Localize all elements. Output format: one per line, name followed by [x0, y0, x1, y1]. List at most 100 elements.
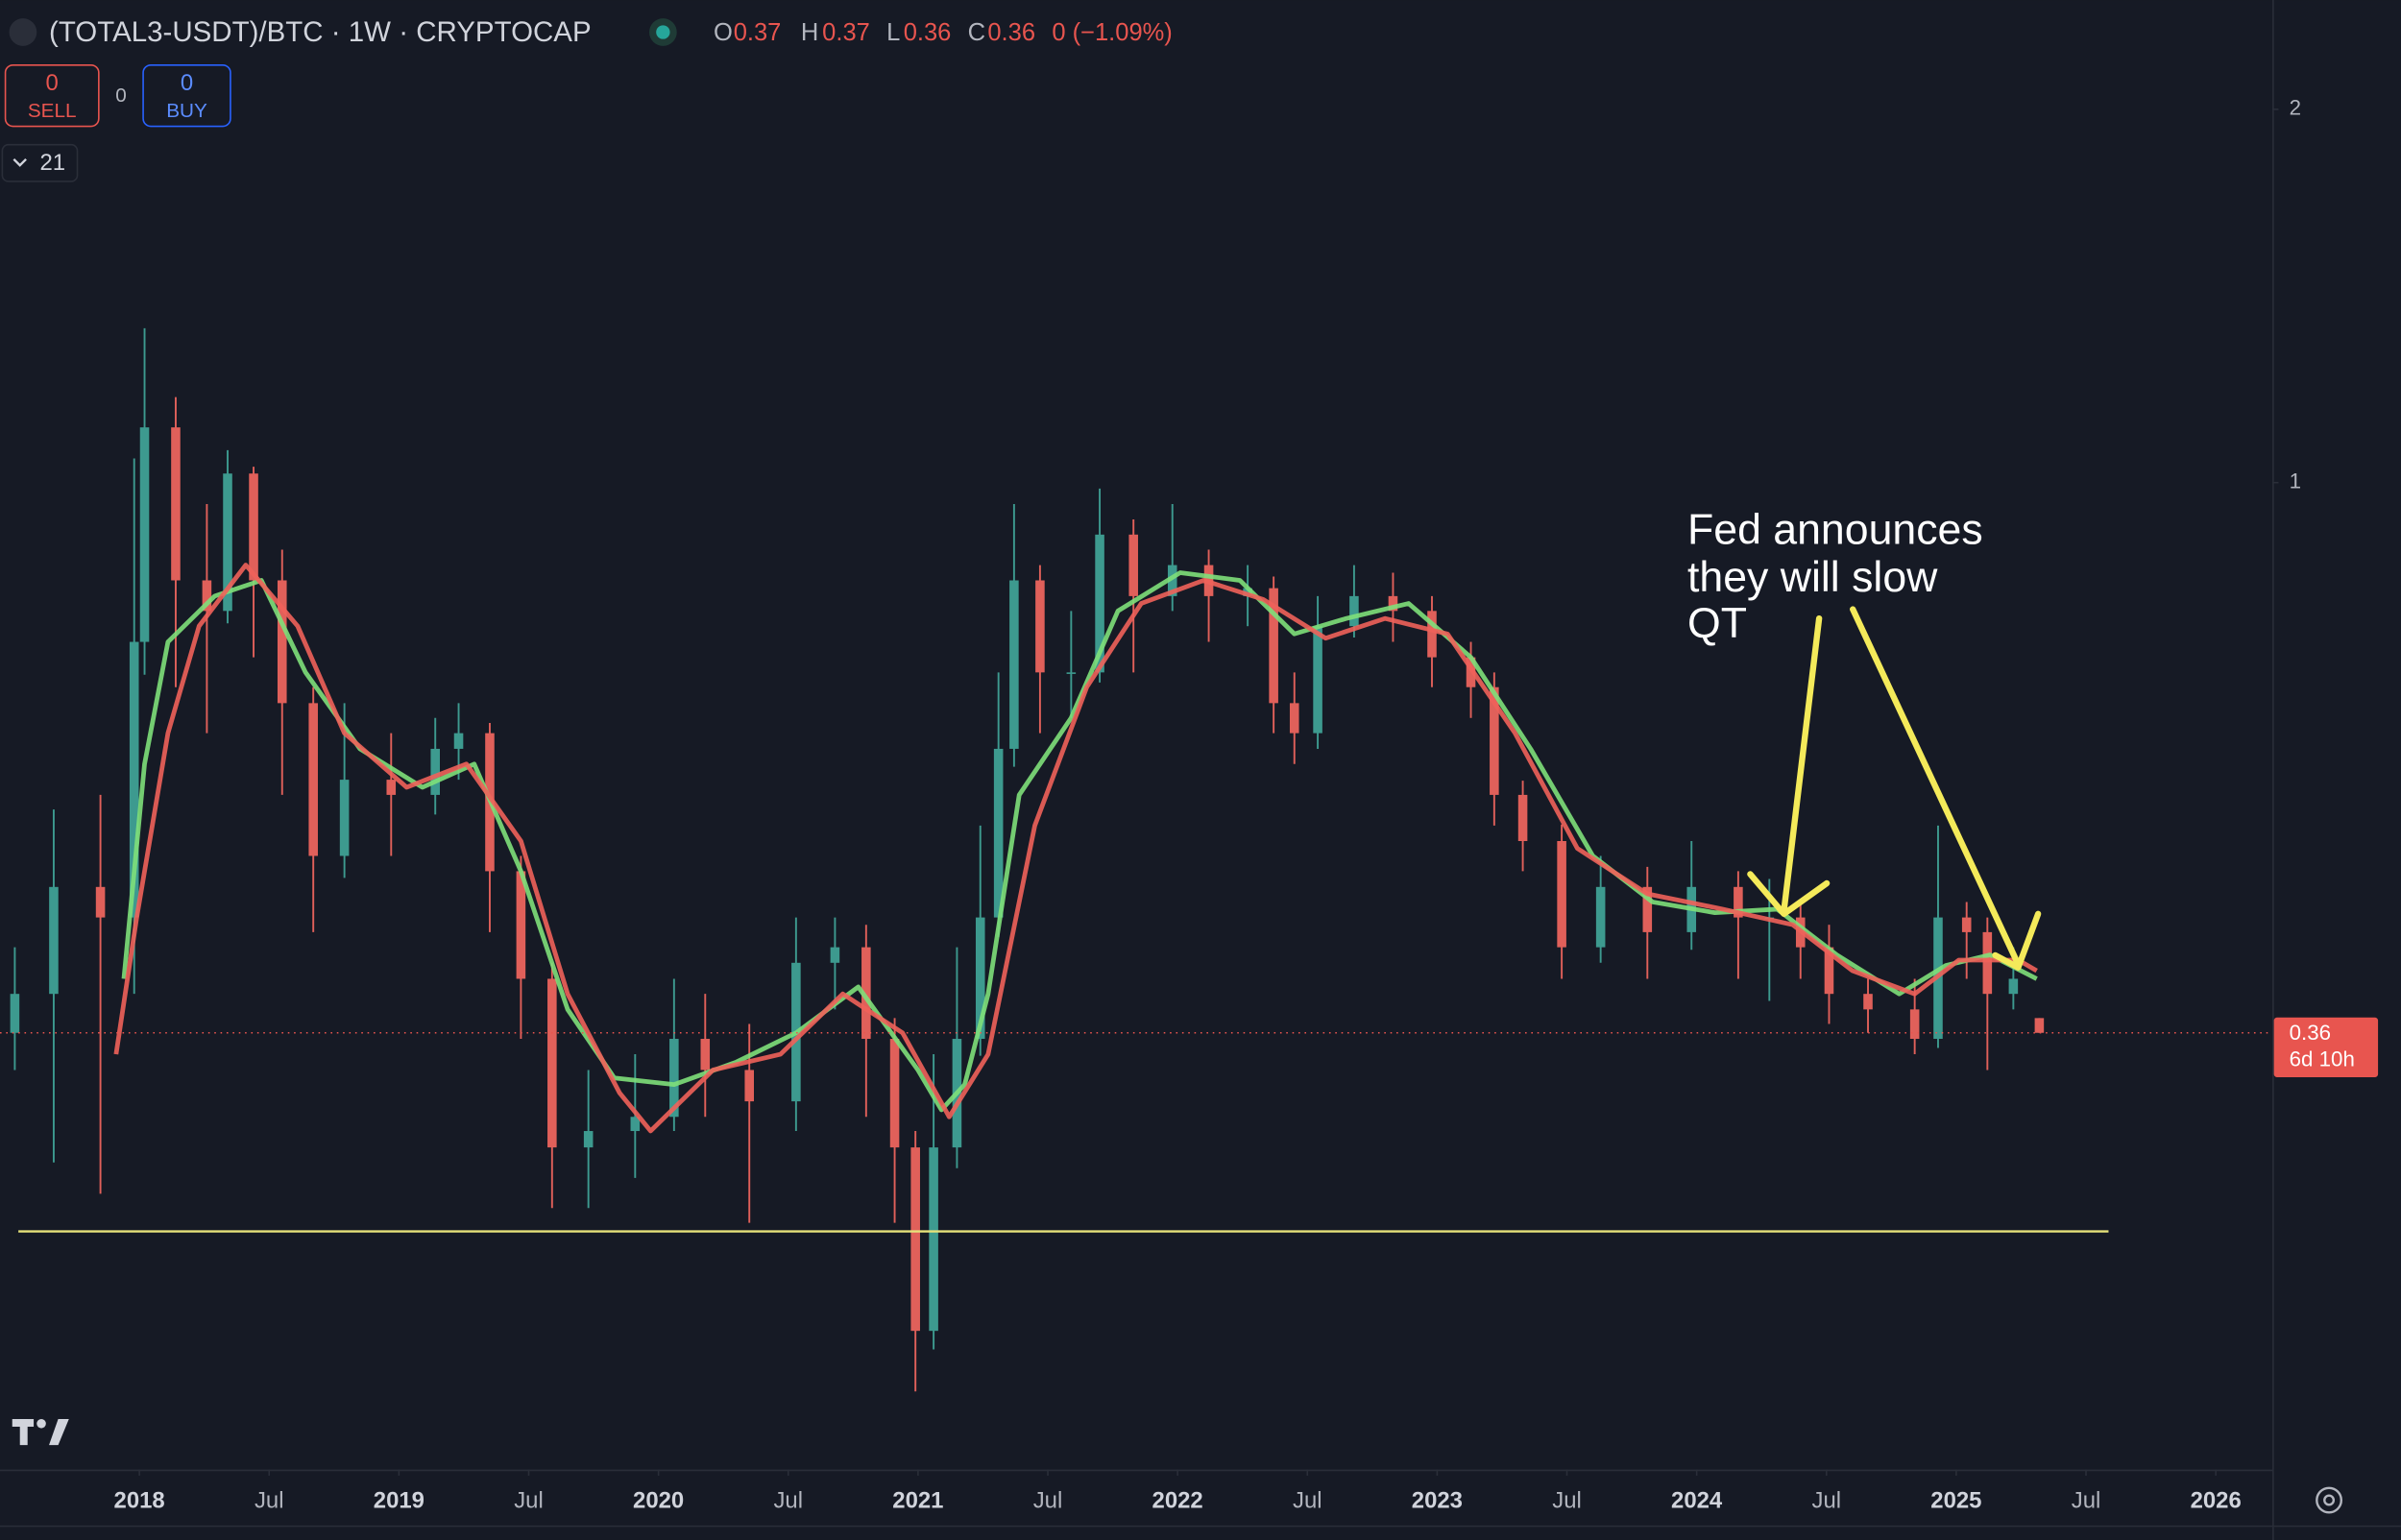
- ohlc-value: 0.36: [987, 19, 1035, 46]
- candle-body: [1349, 595, 1359, 627]
- candle-body: [929, 1147, 938, 1332]
- x-tick-label: Jul: [1552, 1487, 1582, 1513]
- buy-button[interactable]: 0 BUY: [142, 63, 231, 128]
- candle-body: [2008, 978, 2019, 995]
- ohlc-key: O: [714, 19, 733, 46]
- price-label: 0.36: [2290, 1021, 2331, 1045]
- ohlc-change: 0 (−1.09%): [1052, 19, 1172, 46]
- candle-body: [910, 1147, 920, 1332]
- candle-body: [630, 1117, 641, 1132]
- ohlc-key: L: [886, 19, 900, 46]
- x-tick-label: 2018: [114, 1487, 165, 1513]
- candle-body: [744, 1070, 755, 1102]
- ohlc-value: 0.37: [734, 19, 782, 46]
- logo-part: [36, 1419, 46, 1429]
- candle-body: [583, 1131, 594, 1148]
- candle-body: [1427, 611, 1437, 658]
- arrow-line: [1781, 614, 1823, 914]
- candle-body: [669, 1039, 679, 1118]
- annotation-text: QT: [1687, 600, 1747, 647]
- annotation-text: Fed announces: [1687, 507, 1983, 554]
- y-tick-label: 1: [2290, 469, 2301, 493]
- x-tick-label: Jul: [2072, 1487, 2101, 1513]
- x-tick-label: 2022: [1152, 1487, 1203, 1513]
- x-tick-label: 2026: [2191, 1487, 2242, 1513]
- candle-body: [223, 473, 232, 612]
- candle-body: [1095, 534, 1104, 673]
- logo-part: [49, 1419, 69, 1446]
- sell-count[interactable]: 0: [46, 70, 59, 96]
- settings-icon[interactable]: [2323, 1494, 2336, 1506]
- candle-body: [1734, 886, 1743, 918]
- candle-body: [1824, 947, 1834, 995]
- candle-body: [171, 427, 181, 581]
- y-tick-label: 2: [2290, 96, 2301, 120]
- countdown-label: 6d 10h: [2290, 1047, 2355, 1071]
- x-tick-label: Jul: [1811, 1487, 1841, 1513]
- candle-body: [1388, 595, 1398, 612]
- status-dot: [656, 25, 670, 39]
- settings-button[interactable]: [2316, 1486, 2343, 1514]
- x-tick-label: Jul: [773, 1487, 803, 1513]
- candle-body: [1289, 703, 1299, 734]
- buy-box[interactable]: [142, 63, 231, 128]
- candle-body: [308, 703, 318, 856]
- candle-body: [993, 748, 1004, 918]
- moving-average: [121, 570, 2038, 1113]
- x-tick-label: 2025: [1930, 1487, 1981, 1513]
- candle-body: [830, 947, 840, 963]
- settings-icon[interactable]: [2316, 1486, 2343, 1514]
- candle-body: [1035, 580, 1045, 673]
- arrow-head: [1747, 871, 1831, 918]
- x-tick-label: Jul: [1033, 1487, 1063, 1513]
- spread: 0: [115, 84, 127, 107]
- candle-body: [1961, 917, 1972, 932]
- price-box: [2273, 1017, 2379, 1077]
- candle-body: [1982, 931, 1993, 995]
- indicator-toggle[interactable]: 21: [1, 143, 79, 182]
- ohlc-value: 0.36: [904, 19, 952, 46]
- sell-box[interactable]: [4, 63, 100, 128]
- sell-label[interactable]: SELL: [28, 100, 77, 122]
- candle-body: [1863, 994, 1873, 1010]
- candle-body: [889, 1039, 900, 1148]
- symbol-title: (TOTAL3-USDT)/BTC · 1W · CRYPTOCAP: [49, 16, 592, 48]
- candle-body: [2034, 1018, 2045, 1033]
- candle-body: [1167, 565, 1177, 596]
- indicator-count[interactable]: 21: [39, 150, 65, 176]
- candle-body: [516, 871, 526, 979]
- sell-button[interactable]: 0 SELL: [4, 63, 100, 128]
- candle-body: [1009, 580, 1019, 749]
- x-tick-label: 2024: [1671, 1487, 1723, 1513]
- candle-body: [339, 780, 350, 856]
- annotation-text: they will slow: [1687, 554, 1938, 601]
- buy-label[interactable]: BUY: [166, 100, 207, 122]
- indicator-box[interactable]: [1, 143, 79, 182]
- plot-area: [0, 327, 2273, 1392]
- buy-count[interactable]: 0: [181, 70, 193, 96]
- x-tick-label: Jul: [255, 1487, 284, 1513]
- candle-body: [249, 473, 258, 581]
- x-tick-label: 2020: [633, 1487, 684, 1513]
- x-tick-label: 2021: [892, 1487, 943, 1513]
- candle-body: [139, 427, 150, 642]
- ohlc-value: 0.37: [822, 19, 870, 46]
- candle-body: [49, 886, 59, 995]
- candle-body: [700, 1039, 711, 1071]
- logo-part: [19, 1419, 28, 1446]
- candle-body: [1313, 626, 1322, 734]
- candle-body: [547, 978, 557, 1148]
- candle-body: [95, 886, 106, 918]
- arrow-head: [1992, 910, 2042, 971]
- moving-average: [113, 563, 2038, 1134]
- ohlc-key: H: [801, 19, 818, 46]
- candle-body: [1642, 886, 1653, 932]
- candle-body: [861, 947, 871, 1040]
- chevron[interactable]: [12, 157, 27, 167]
- candle-body: [1490, 686, 1499, 795]
- candle-body: [1128, 534, 1138, 596]
- candle-body: [202, 580, 212, 612]
- candle-body: [129, 641, 139, 918]
